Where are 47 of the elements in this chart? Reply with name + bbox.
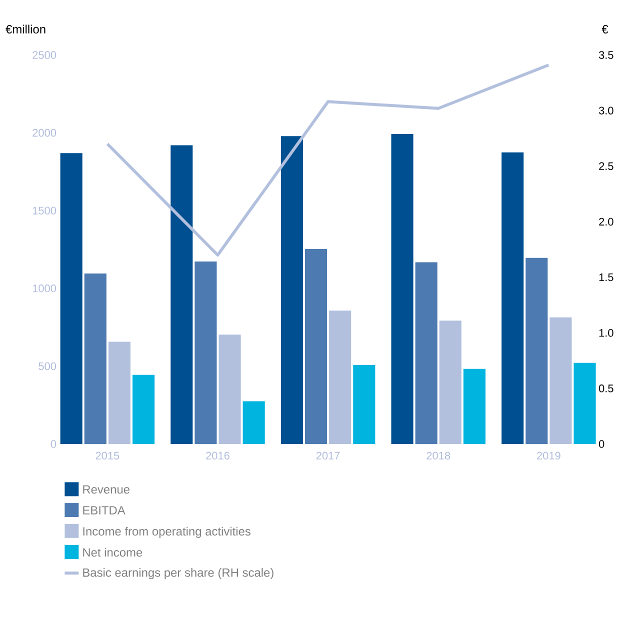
bar [108, 342, 130, 444]
y2-tick-label: 3.5 [598, 51, 614, 59]
legend-label: Revenue [83, 485, 130, 494]
y2-tick-label: 1.0 [599, 328, 614, 337]
y-tick-label: 500 [38, 362, 56, 370]
legend-label: EBITDA [83, 506, 126, 514]
x-tick-label: 2017 [316, 452, 340, 460]
bar [574, 362, 596, 444]
bar [304, 249, 328, 444]
y-tick-label: 1000 [32, 284, 56, 292]
y2-tick-label: 0 [598, 440, 604, 448]
bar [218, 334, 241, 444]
legend-label: Net income [83, 548, 142, 557]
legend-label: Basic earnings per share (RH scale) [83, 568, 274, 580]
y-tick-label: 2500 [32, 51, 56, 59]
bar [502, 152, 524, 444]
y2-tick-label: 0.5 [598, 384, 614, 392]
y-tick-label: 1500 [32, 206, 56, 214]
bar [526, 258, 548, 444]
bar [391, 134, 414, 444]
bar [463, 368, 486, 444]
x-tick-label: 2016 [206, 452, 230, 460]
y2-tick-label: 1.5 [599, 273, 614, 282]
x-tick-label: 2019 [537, 452, 560, 460]
bar [415, 262, 438, 444]
y2-axis-title: € [602, 25, 608, 34]
bar [242, 401, 265, 444]
y2-tick-label: 3.0 [598, 106, 614, 114]
x-tick-label: 2018 [426, 452, 450, 460]
bar [439, 320, 462, 444]
y-axis-title: €million [6, 24, 46, 34]
y2-tick-label: 2.0 [599, 218, 614, 226]
bar [194, 261, 217, 444]
bar [353, 364, 376, 444]
bar [280, 136, 303, 444]
bar [60, 153, 82, 444]
y-tick-label: 0 [50, 440, 56, 448]
legend-label: Income from operating activities [83, 526, 250, 538]
bar [132, 374, 155, 444]
x-tick-label: 2015 [96, 452, 120, 460]
bar [84, 273, 106, 444]
bar [329, 310, 352, 444]
y-tick-label: 2000 [32, 128, 56, 137]
bar [170, 145, 193, 444]
y2-tick-label: 2.5 [599, 162, 614, 170]
bar [550, 317, 572, 444]
line-series [106, 64, 550, 257]
